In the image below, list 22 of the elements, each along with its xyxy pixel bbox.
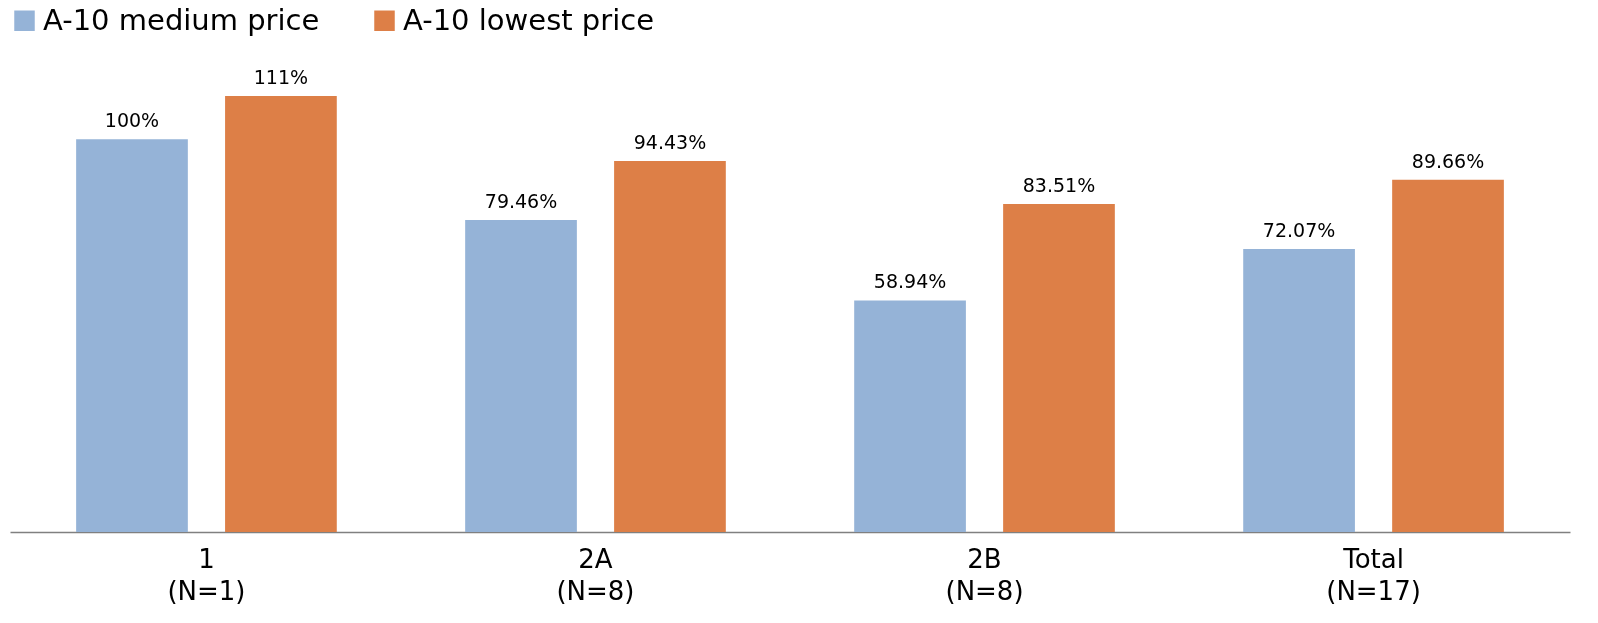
bar — [225, 96, 337, 532]
data-label: 58.94% — [873, 270, 947, 293]
bar — [854, 300, 966, 532]
data-label: 79.46% — [484, 189, 558, 212]
bar — [465, 219, 577, 532]
x-tick-label: 2B (N=8) — [945, 543, 1024, 606]
bar — [614, 161, 726, 532]
data-label: 100% — [104, 109, 160, 132]
legend-label: A-10 medium price — [43, 2, 320, 37]
bar — [1243, 248, 1355, 532]
bar — [1003, 203, 1115, 532]
x-tick-label: Total (N=17) — [1326, 543, 1421, 606]
data-label: 72.07% — [1262, 218, 1336, 241]
bar — [1392, 179, 1504, 532]
x-tick-label: 2A (N=8) — [556, 543, 635, 606]
data-label: 89.66% — [1411, 149, 1485, 172]
data-label: 83.51% — [1022, 173, 1096, 196]
legend-label: A-10 lowest price — [403, 2, 655, 37]
data-label: 94.43% — [633, 131, 707, 154]
bar — [76, 139, 188, 532]
data-label: 111% — [253, 66, 309, 88]
x-tick-label: 1 (N=1) — [167, 543, 246, 606]
